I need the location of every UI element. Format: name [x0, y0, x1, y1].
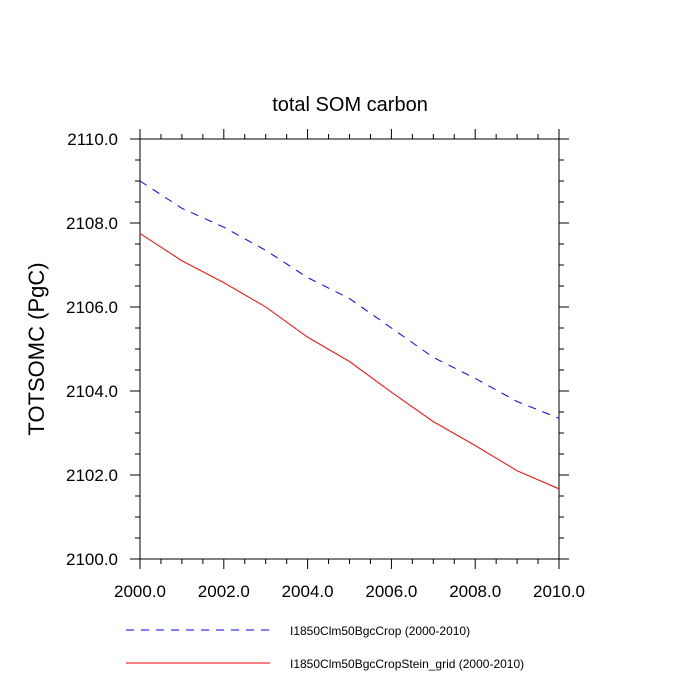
x-tick-label: 2002.0	[198, 582, 250, 601]
x-tick-label: 2010.0	[533, 582, 585, 601]
x-tick-label: 2006.0	[365, 582, 417, 601]
series-line-2	[139, 233, 560, 490]
y-tick-label: 2108.0	[66, 214, 118, 233]
plot-frame	[139, 138, 560, 560]
y-tick-label: 2106.0	[66, 298, 118, 317]
y-tick-label: 2102.0	[66, 466, 118, 485]
y-tick-label: 2110.0	[67, 130, 118, 149]
x-tick-label: 2004.0	[282, 582, 334, 601]
legend-label-2: I1850Clm50BgcCropStein_grid (2000-2010)	[290, 657, 524, 671]
legend-label-1: I1850Clm50BgcCrop (2000-2010)	[290, 624, 470, 638]
series-lines	[139, 180, 560, 490]
y-tick-label: 2104.0	[66, 382, 118, 401]
legend: I1850Clm50BgcCrop (2000-2010) I1850Clm50B…	[126, 624, 524, 671]
y-tick-label: 2100.0	[66, 550, 118, 569]
chart-title: total SOM carbon	[272, 94, 428, 116]
x-tick-label: 2008.0	[449, 582, 501, 601]
y-axis-label: TOTSOMC (PgC)	[24, 262, 49, 435]
series-line-1	[139, 180, 560, 419]
axis-ticks	[130, 129, 569, 569]
tick-labels: 2000.0 2002.0 2004.0 2006.0 2008.0 2010.0 2100…	[66, 130, 585, 601]
x-tick-label: 2000.0	[114, 582, 166, 601]
